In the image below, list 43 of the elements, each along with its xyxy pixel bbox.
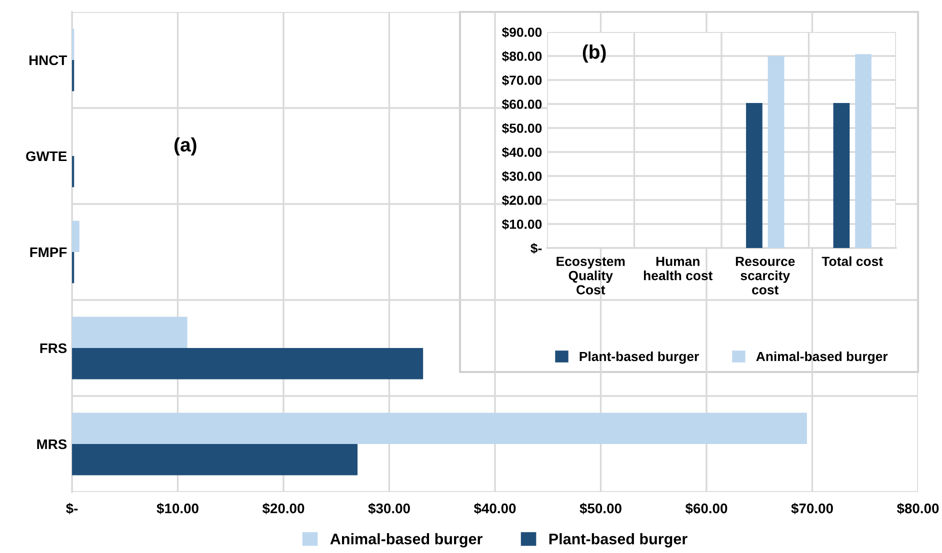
x-tick-label: Total cost (822, 256, 883, 266)
y-tick-label: $30.00 (502, 170, 542, 182)
legend-label: Plant-based burger (580, 351, 699, 364)
bar (768, 56, 784, 248)
y-tick-label: $80.00 (502, 50, 542, 62)
x-tick-label: $50.00 (580, 502, 622, 514)
y-tick-label: $- (530, 242, 542, 254)
bar (72, 412, 807, 444)
y-tick-label: $70.00 (502, 74, 542, 86)
x-tick-label: $30.00 (368, 502, 410, 514)
bar (72, 220, 80, 252)
bar (72, 348, 424, 380)
y-tick-label: $60.00 (502, 98, 542, 110)
y-tick-label: $40.00 (502, 146, 542, 158)
x-tick-label: $70.00 (791, 502, 833, 514)
y-tick-label: GWTE (26, 151, 67, 162)
y-tick-label: FRS (40, 343, 67, 354)
bar (72, 316, 188, 348)
x-tick-label: $- (66, 502, 78, 514)
y-tick-label: FMPF (30, 247, 67, 258)
legend-label: Animal-based burger (756, 351, 888, 364)
y-tick-label: $10.00 (502, 218, 542, 230)
bar (833, 103, 850, 248)
legend-label: Animal-based burger (330, 533, 482, 548)
bar (855, 54, 872, 248)
annotation: (b) (582, 44, 606, 63)
x-tick-label: $60.00 (685, 502, 728, 514)
legend-label: Plant-based burger (549, 533, 688, 548)
x-tick-label: $10.00 (156, 502, 198, 514)
x-tick-label: $20.00 (262, 502, 304, 514)
x-tick-label: $40.00 (474, 502, 516, 514)
bar (746, 103, 762, 248)
y-tick-label: $90.00 (502, 26, 542, 38)
x-tick-label: $80.00 (896, 502, 939, 514)
x-tick-label: Human health cost (644, 256, 713, 280)
annotation: (a) (174, 137, 196, 156)
y-tick-label: HNCT (29, 55, 67, 66)
y-tick-label: $50.00 (502, 122, 542, 134)
y-tick-label: $20.00 (502, 194, 542, 206)
x-tick-label: Resource scarcity cost (736, 256, 795, 294)
x-tick-label: Ecosystem Quality Cost (556, 256, 625, 294)
bar (72, 444, 358, 476)
y-tick-label: MRS (37, 439, 67, 450)
